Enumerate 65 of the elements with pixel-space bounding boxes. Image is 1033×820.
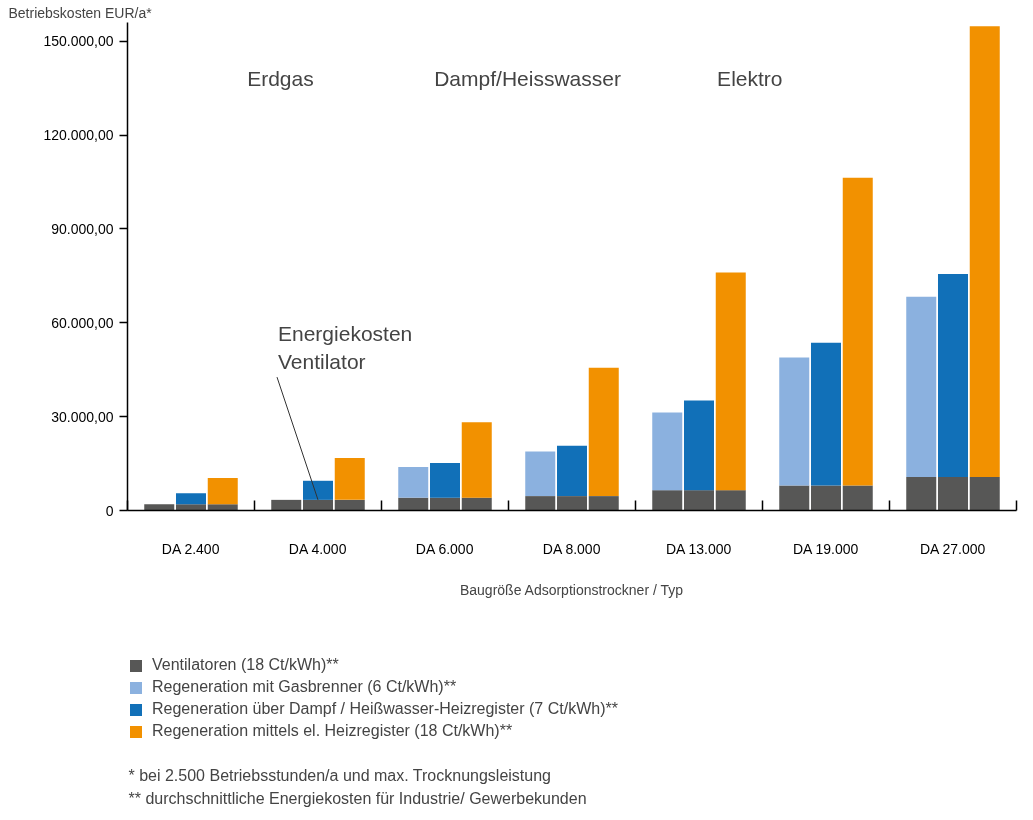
bar: [588, 496, 619, 511]
x-tick-label: DA 19.000: [792, 540, 859, 557]
bar: [557, 445, 587, 497]
x-tick-label: DA 6.000: [415, 540, 474, 557]
bar: [811, 485, 841, 511]
bar: [430, 462, 460, 498]
bar: [842, 485, 873, 511]
bar: [938, 477, 968, 511]
bar: [842, 177, 873, 486]
y-tick-label: 60.000,00: [51, 314, 114, 331]
bar: [303, 480, 333, 500]
bar: [779, 357, 810, 486]
y-tick-label: 120.000,00: [43, 127, 114, 144]
bar: [271, 499, 302, 511]
bar: [525, 496, 556, 511]
bar: [684, 490, 714, 511]
bar: [176, 493, 206, 505]
x-axis-title: Baugröße Adsorptionstrockner / Typ: [459, 581, 684, 598]
annotation: Dampf/Heisswasser: [434, 67, 621, 91]
bar: [398, 467, 429, 498]
text: ** durchschnittliche Energiekosten für Industrie/ Gewerbekunden: [128, 790, 587, 807]
y-tick-label: 150.000,00: [43, 33, 114, 50]
bar: [811, 342, 841, 486]
bar: [303, 499, 333, 511]
annotation: Energiekosten Ventilator: [278, 322, 413, 373]
x-tick-label: DA 4.000: [288, 540, 347, 557]
bar: [144, 504, 175, 511]
annotation: Elektro: [717, 67, 783, 91]
legend-label: Regeneration mit Gasbrenner (6 Ct/kWh)**: [152, 678, 457, 696]
bar: [334, 499, 365, 511]
bar: [715, 490, 746, 511]
x-tick-label: DA 27.000: [919, 540, 986, 557]
bar: [398, 497, 429, 511]
y-tick-label: 90.000,00: [51, 220, 114, 237]
bar: [557, 496, 587, 511]
bar: [207, 504, 238, 511]
bar: [430, 497, 460, 511]
bar: [461, 497, 492, 511]
bar: [969, 26, 1000, 478]
bar: [334, 457, 365, 500]
x-tick-label: DA 13.000: [665, 540, 732, 557]
bar: [969, 477, 1000, 511]
y-tick-label: 0: [105, 502, 114, 519]
legend-label: Regeneration über Dampf / Heißwasser-Heizregister (7 Ct/kWh)**: [152, 700, 618, 718]
bar: [906, 477, 937, 511]
bar: [906, 296, 937, 478]
bar: [525, 451, 556, 497]
y-axis-title: Betriebskosten EUR/a*: [8, 4, 153, 21]
x-tick-label: DA 2.400: [161, 540, 220, 557]
legend-label: Regeneration mittels el. Heizregister (18 Ct/kWh)**: [152, 722, 513, 740]
bar: [176, 504, 206, 511]
legend-label: Ventilatoren (18 Ct/kWh)**: [152, 656, 339, 674]
bar: [461, 422, 492, 498]
bar: [652, 490, 683, 511]
x-tick-label: DA 8.000: [542, 540, 601, 557]
bar: [588, 367, 619, 497]
bar: [779, 485, 810, 511]
y-tick-label: 30.000,00: [51, 408, 114, 425]
bar: [652, 412, 683, 491]
bar: [207, 477, 238, 505]
bar: [938, 274, 968, 478]
text: * bei 2.500 Betriebsstunden/a und max. Trocknungsleistung: [128, 767, 551, 784]
bar: [684, 400, 714, 491]
bar: [715, 272, 746, 491]
annotation: Erdgas: [247, 67, 314, 91]
